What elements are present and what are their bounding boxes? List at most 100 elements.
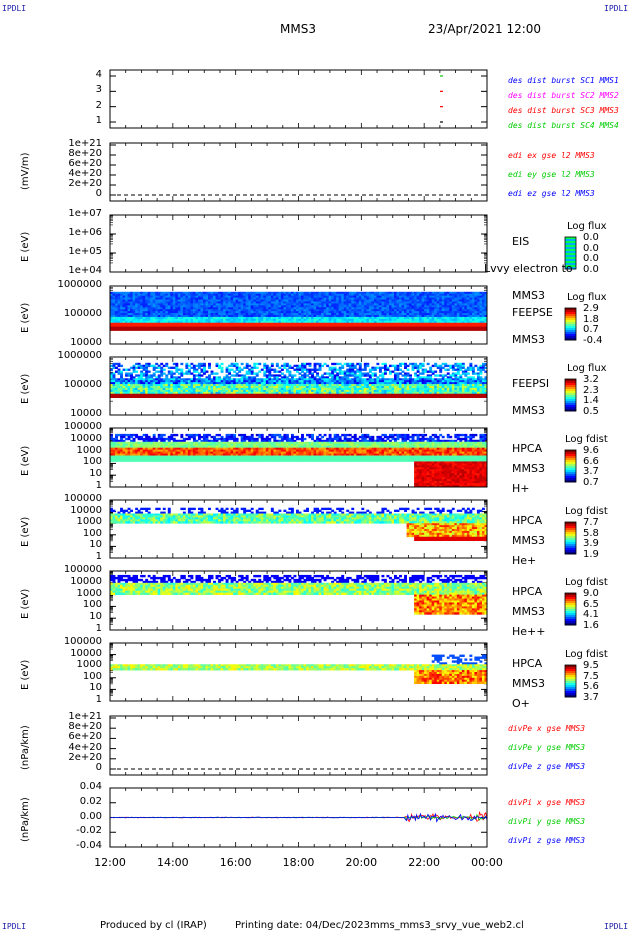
spectrogram-cell: [341, 309, 345, 312]
spectrogram-cell: [235, 318, 239, 322]
spectrogram-cell: [125, 326, 128, 329]
spectrogram-cell: [268, 316, 272, 320]
spectrogram-cell: [268, 324, 272, 327]
spectrogram-cell: [376, 316, 380, 320]
spectrogram-cell: [218, 293, 221, 297]
spectrogram-cell: [125, 305, 128, 308]
spectrogram-cell: [351, 316, 355, 320]
spectrogram-cell: [311, 324, 314, 327]
spectrogram-cell: [155, 395, 159, 398]
spectrogram-cell: [263, 395, 267, 398]
spectrogram-cell: [202, 318, 206, 322]
spectrogram-cell: [202, 299, 206, 302]
spectrogram-cell: [313, 328, 317, 331]
spectrogram-cell: [167, 303, 171, 306]
spectrogram-cell: [288, 318, 292, 322]
spectrogram-cell: [185, 307, 189, 310]
spectrogram-cell: [127, 311, 131, 314]
spectrogram-cell: [110, 322, 113, 326]
spectrogram-cell: [353, 322, 357, 326]
spectrogram-cell: [110, 297, 113, 300]
spectrogram-cell: [376, 309, 380, 312]
spectrogram-cell: [338, 313, 342, 316]
spectrogram-cell: [248, 372, 252, 375]
spectrogram-cell: [275, 326, 279, 329]
spectrogram-cell: [202, 326, 206, 329]
spectrogram-cell: [378, 320, 382, 324]
spectrogram-cell: [258, 320, 262, 324]
spectrogram-cell: [336, 316, 340, 320]
spectrogram-cell: [225, 326, 229, 329]
spectrogram-cell: [361, 374, 365, 377]
spectrogram-cell: [235, 299, 239, 302]
spectrogram-cell: [233, 315, 237, 318]
spectrogram-cell: [115, 313, 118, 316]
spectrogram-cell: [223, 320, 227, 324]
spectrogram-cell: [243, 328, 247, 331]
spectrogram-cell: [147, 316, 151, 320]
spectrogram-cell: [127, 307, 131, 310]
spectrogram-cell: [376, 293, 380, 297]
spectrogram-cell: [378, 307, 382, 310]
spectrogram-cell: [346, 309, 350, 312]
spectrogram-cell: [170, 291, 174, 295]
spectrogram-cell: [145, 291, 149, 295]
spectrogram-cell: [285, 316, 289, 320]
spectrogram-cell: [263, 303, 267, 306]
spectrogram-cell: [311, 297, 314, 300]
date-title: 23/Apr/2021 12:00: [428, 22, 542, 36]
spectrogram-cell: [338, 320, 342, 324]
spectrogram-cell: [147, 311, 151, 314]
spectrogram-cell: [426, 328, 430, 331]
spectrogram-cell: [373, 293, 377, 297]
spectrogram-cell: [275, 322, 279, 326]
spectrogram-cell: [328, 301, 332, 304]
spectrogram-cell: [386, 328, 390, 331]
spectrogram-cell: [378, 299, 382, 302]
spectrogram-cell: [396, 311, 400, 314]
spectrogram-cell: [358, 315, 362, 318]
spectrogram-cell: [177, 318, 181, 322]
spectrogram-cell: [283, 313, 287, 316]
spectrogram-cell: [208, 320, 211, 324]
spectrogram-cell: [140, 307, 144, 310]
spectrogram-cell: [381, 313, 385, 316]
spectrogram-cell: [303, 307, 307, 310]
spectrogram-cell: [283, 301, 287, 304]
spectrogram-cell: [371, 315, 375, 318]
spectrogram-cell: [248, 299, 252, 302]
spectrogram-cell: [122, 295, 126, 298]
spectrogram-cell: [376, 326, 380, 329]
spectrogram-cell: [225, 293, 229, 297]
spectrogram-cell: [343, 291, 347, 295]
spectrogram-cell: [366, 316, 370, 320]
spectrogram-cell: [368, 326, 372, 329]
spectrogram-cell: [353, 366, 357, 369]
spectrogram-cell: [230, 303, 234, 306]
spectrogram-cell: [243, 366, 247, 369]
spectrogram-cell: [311, 309, 314, 312]
spectrogram-cell: [197, 295, 201, 298]
spectrogram-cell: [137, 366, 141, 369]
spectrogram-cell: [441, 328, 445, 331]
spectrogram-cell: [195, 301, 199, 304]
spectrogram-cell: [306, 299, 309, 302]
spectrogram-cell: [275, 395, 279, 398]
spectrogram-cell: [361, 320, 365, 324]
spectrogram-cell: [285, 322, 289, 326]
spectrogram-cell: [273, 328, 277, 331]
spectrogram-cell: [135, 297, 139, 300]
spectrogram-cell: [313, 316, 317, 320]
spectrogram-cell: [233, 328, 237, 331]
spectrogram-cell: [353, 311, 357, 314]
spectrogram-cell: [197, 316, 201, 320]
spectrogram-cell: [110, 301, 113, 304]
spectrogram-cell: [444, 328, 448, 331]
spectrogram-cell: [110, 309, 113, 312]
spectrogram-cell: [172, 322, 176, 326]
spectrogram-cell: [290, 326, 294, 329]
spectrogram-cell: [238, 303, 242, 306]
spectrogram-cell: [200, 311, 204, 314]
spectrogram-cell: [406, 311, 410, 314]
spectrogram-cell: [255, 293, 259, 297]
